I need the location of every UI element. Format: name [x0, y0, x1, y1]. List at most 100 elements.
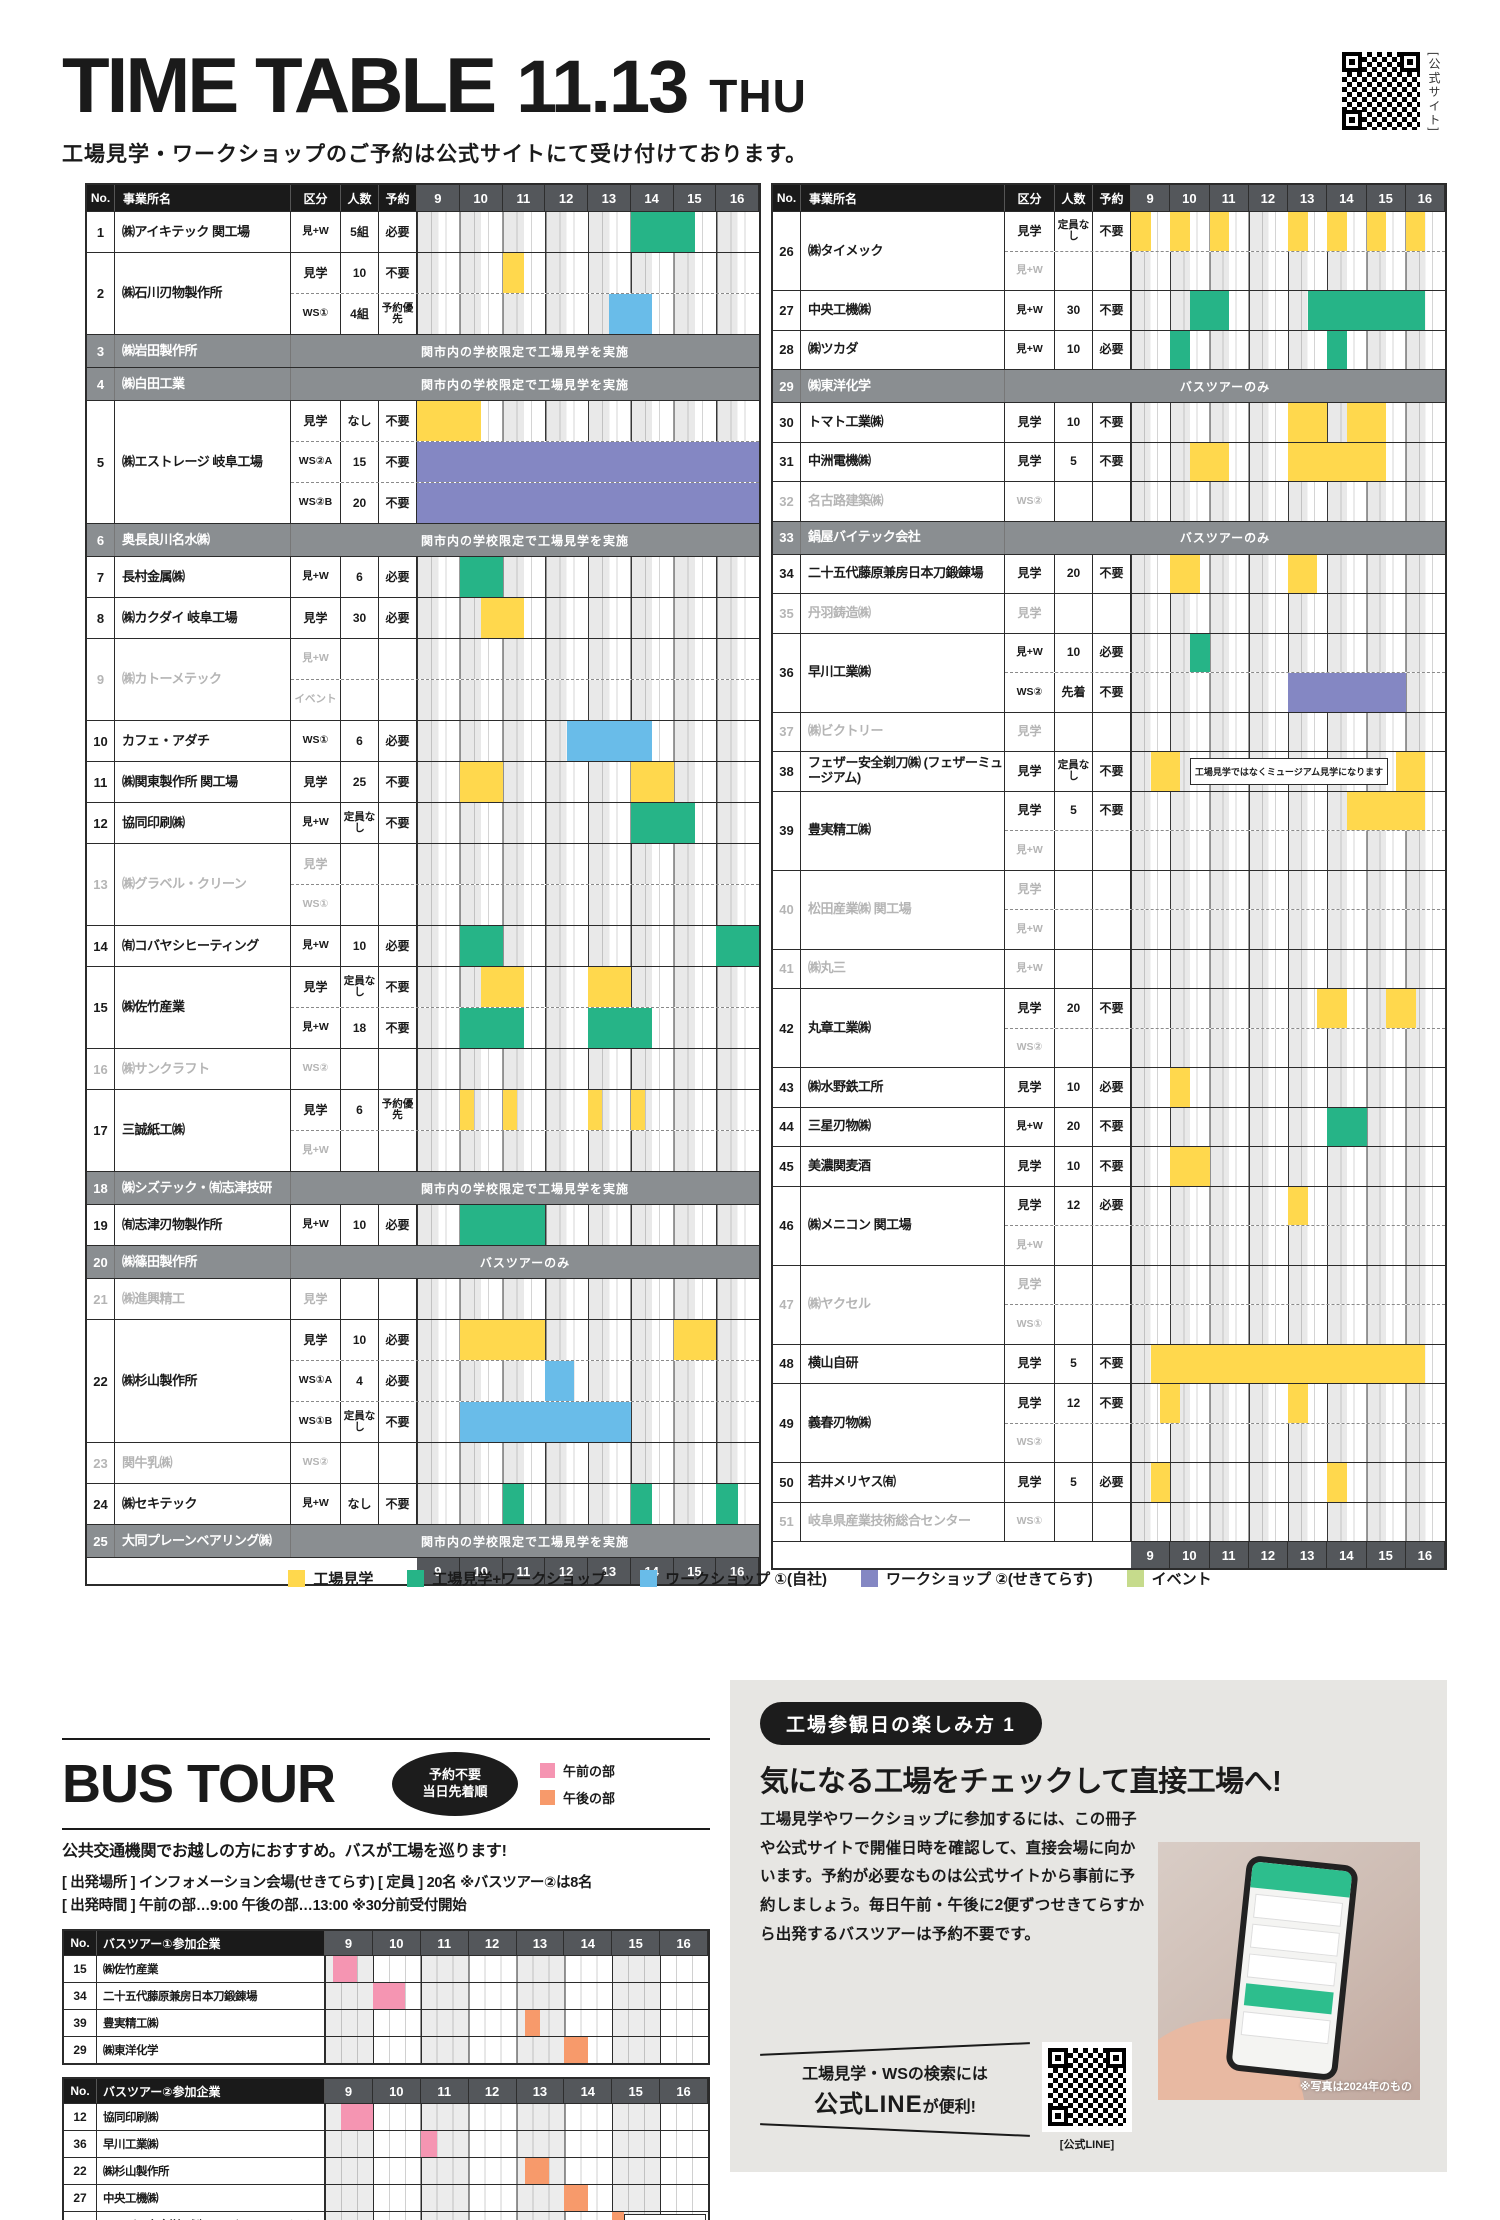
- schedule-subrow: イベント: [291, 679, 759, 720]
- hour-footer-cell: 10: [1170, 1542, 1210, 1568]
- ninzu-cell: [1055, 594, 1093, 633]
- table-row: 23 関牛乳㈱ WS②: [87, 1442, 759, 1483]
- table-row: 1 ㈱アイキテック 関工場 見+W 5組 必要: [87, 211, 759, 252]
- table-row: 30 トマト工業㈱ 見学 10 不要: [773, 402, 1445, 442]
- timeline: [417, 1008, 759, 1048]
- company-name: ㈱グラベル・クリーン: [115, 844, 291, 925]
- ninzu-cell: [1055, 712, 1093, 751]
- kubun-cell: 見学: [1005, 1265, 1055, 1304]
- promo-line-emphasis: 公式LINE: [813, 2091, 923, 2118]
- bus-hour-header: 9 10 11 12 13 14 15 16: [325, 2079, 708, 2104]
- subrow-wrap: 見+W 10 必要 WS② 先着 不要: [1005, 633, 1445, 712]
- yoyaku-cell: [1093, 1028, 1131, 1067]
- row-number: 23: [87, 1443, 115, 1483]
- kubun-cell: 見学: [1005, 1463, 1055, 1502]
- schedule-subrow: 見学 20 不要: [1005, 554, 1445, 593]
- company-name: 松田産業㈱ 関工場: [801, 870, 1005, 949]
- hour-header-cell: 13: [588, 185, 631, 211]
- subrow-wrap: 見学 WS①: [291, 844, 759, 925]
- schedule-bar: [1288, 403, 1328, 442]
- row-number: 25: [87, 1525, 115, 1557]
- company-name: ㈱エストレージ 岐阜工場: [115, 401, 291, 523]
- table-row: 13 ㈱グラベル・クリーン 見学 WS①: [87, 843, 759, 925]
- ninzu-cell: 18: [341, 1008, 379, 1048]
- bus-company-name: ㈱佐竹産業: [97, 1956, 325, 1983]
- row-number: 26: [773, 212, 801, 290]
- ninzu-cell: 5: [1055, 1344, 1093, 1383]
- yoyaku-cell: [1093, 594, 1131, 633]
- subrow-wrap: 見学 WS①: [1005, 1265, 1445, 1344]
- table-row: 12 協同印刷㈱ 見+W 定員なし 不要: [87, 802, 759, 843]
- yoyaku-cell: 必要: [1093, 330, 1131, 369]
- qr-finder-icon: [1342, 52, 1362, 72]
- schedule-bar: [1170, 1068, 1190, 1107]
- schedule-subrow: 見学 20 不要: [1005, 989, 1445, 1028]
- schedule-subrow: 見学: [1005, 594, 1445, 633]
- legend-label: 工場見学: [313, 1571, 374, 1588]
- yoyaku-cell: 不要: [1093, 403, 1131, 442]
- schedule-subrow: 見学 定員なし 不要: [1005, 212, 1445, 251]
- company-name: ㈱ツカダ: [801, 330, 1005, 369]
- bus-table-title: バスツアー②参加企業: [97, 2079, 325, 2104]
- ninzu-cell: 先着: [1055, 673, 1093, 712]
- bus-hour-cell: 16: [660, 1931, 708, 1956]
- column-header-ninzu: 人数: [341, 185, 379, 211]
- company-name: ㈲コバヤシヒーティング: [115, 926, 291, 966]
- page-title: TIME TABLE 11.13 THU: [62, 40, 807, 131]
- bus-info-line3: [ 出発時間 ] 午前の部…9:00 午後の部…13:00 ※30分前受付開始: [62, 1898, 467, 1915]
- ninzu-cell: 定員なし: [1055, 752, 1093, 791]
- schedule-subrow: 見+W: [1005, 949, 1445, 988]
- schedule-subrow: WS①B 定員なし 不要: [291, 1401, 759, 1442]
- subrow-wrap: 見学 10 不要: [1005, 1147, 1445, 1186]
- yoyaku-cell: 不要: [1093, 791, 1131, 830]
- table-row: 14 ㈲コバヤシヒーティング 見+W 10 必要: [87, 925, 759, 966]
- ninzu-cell: 定員なし: [341, 967, 379, 1007]
- timeline: [417, 1049, 759, 1089]
- schedule-bar: [1346, 791, 1426, 830]
- schedule-subrow: 見学 10 不要: [1005, 1147, 1445, 1186]
- company-name: 長村金属㈱: [115, 557, 291, 597]
- row-number: 37: [773, 712, 801, 751]
- kubun-cell: WS②: [291, 1443, 341, 1483]
- promo-line1: 工場見学・WSの検索には: [802, 2066, 988, 2083]
- subrow-wrap: 見学 定員なし 不要 工場見学ではなくミュージアム見学になります: [1005, 752, 1445, 791]
- badge-line2: 当日先着順: [422, 1784, 488, 1799]
- schedule-subrow: 見学 12 不要: [1005, 1384, 1445, 1423]
- yoyaku-cell: [1093, 1305, 1131, 1344]
- timeline: [417, 1361, 759, 1401]
- schedule-bar: [1327, 212, 1347, 251]
- yoyaku-cell: 必要: [1093, 1068, 1131, 1107]
- timeline: [417, 721, 759, 761]
- yoyaku-cell: 必要: [379, 1361, 417, 1401]
- bus-timeline: [325, 2185, 708, 2212]
- timeline: [1131, 594, 1445, 633]
- ninzu-cell: 10: [341, 1320, 379, 1360]
- ninzu-cell: 20: [1055, 554, 1093, 593]
- subrow-wrap: 見+W 20 不要: [1005, 1107, 1445, 1146]
- kubun-cell: 見+W: [1005, 949, 1055, 988]
- schedule-bar: [716, 1484, 738, 1524]
- schedule-subrow: 見+W: [1005, 830, 1445, 870]
- row-number: 12: [87, 803, 115, 843]
- timeline: [417, 253, 759, 293]
- company-name: 美濃関麦酒: [801, 1147, 1005, 1186]
- hour-header-cell: 11: [502, 185, 546, 211]
- ninzu-cell: 10: [1055, 403, 1093, 442]
- yoyaku-cell: 不要: [1093, 554, 1131, 593]
- kubun-cell: WS②: [291, 1049, 341, 1089]
- kubun-cell: WS①: [291, 885, 341, 925]
- table-row-banner: 25 大同プレーンベアリング㈱ 関市内の学校限定で工場見学を実施: [87, 1524, 759, 1557]
- kubun-cell: 見+W: [291, 926, 341, 966]
- company-name: ㈱篠田製作所: [115, 1246, 291, 1278]
- row-number: 2: [87, 253, 115, 334]
- ninzu-cell: 25: [341, 762, 379, 802]
- bus-hour-cell: 16: [660, 2079, 708, 2104]
- kubun-cell: 見学: [291, 598, 341, 638]
- schedule-bar: [1209, 212, 1230, 251]
- table-row: 41 ㈱丸三 見+W: [773, 948, 1445, 988]
- kubun-cell: 見学: [291, 762, 341, 802]
- row-number: 10: [87, 721, 115, 761]
- column-header-name: 事業所名: [115, 185, 291, 211]
- table-row: 50 若井メリヤス㈲ 見学 5 必要: [773, 1462, 1445, 1502]
